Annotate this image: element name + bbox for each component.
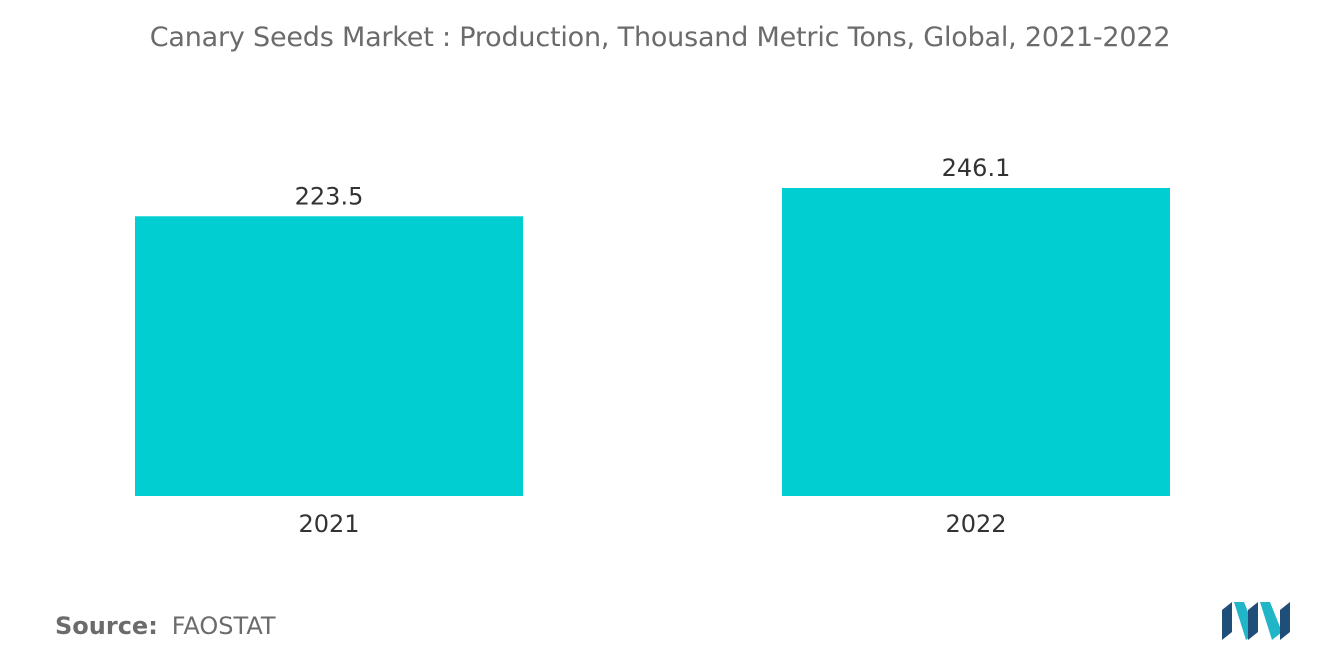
- category-label-2022: 2022: [945, 510, 1006, 538]
- bar-2022: [782, 188, 1170, 496]
- source-note: Source: FAOSTAT: [55, 612, 276, 640]
- source-value: FAOSTAT: [171, 612, 276, 640]
- value-label-2022: 246.1: [942, 154, 1011, 182]
- value-label-2021: 223.5: [295, 182, 364, 210]
- source-label: Source:: [55, 612, 158, 640]
- mordor-intelligence-logo-icon: [1222, 602, 1290, 640]
- category-label-2021: 2021: [298, 510, 359, 538]
- chart-title: Canary Seeds Market : Production, Thousa…: [149, 22, 1171, 53]
- bar-2021: [135, 216, 523, 497]
- bars-group: 223.5 2021 246.1 2022: [135, 154, 1170, 538]
